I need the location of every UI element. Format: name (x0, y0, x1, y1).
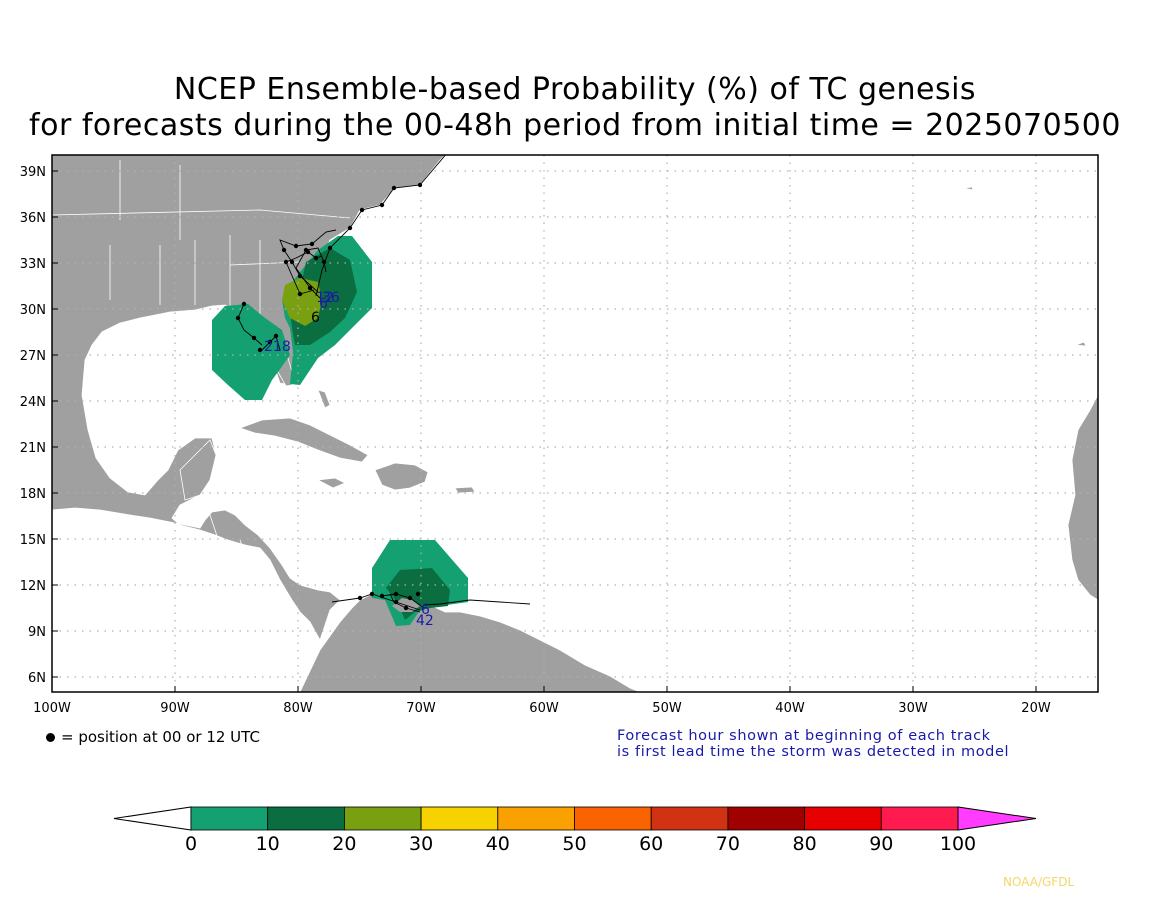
colorbar-segment (880, 806, 959, 831)
latitude-label: 33N (20, 257, 46, 272)
longitude-label: 90W (160, 701, 190, 716)
forecast-note-line1: Forecast hour shown at beginning of each… (617, 728, 991, 744)
map-frame (51, 154, 1099, 693)
colorbar-segment (804, 806, 882, 831)
longitude-label: 50W (652, 701, 682, 716)
land-canary (1075, 341, 1087, 347)
latitude-label: 27N (20, 349, 46, 364)
storm-label: 6 (319, 296, 328, 312)
land-hispaniola (374, 462, 429, 491)
colorbar: 0 10 20 30 40 50 60 70 80 90 100 (113, 806, 1037, 855)
position-legend-text: = position at 00 or 12 UTC (61, 728, 260, 746)
track-line (389, 593, 421, 613)
colorbar-segment (574, 806, 652, 831)
latitude-label: 9N (28, 625, 46, 640)
land-jamaica (316, 477, 346, 489)
land-bermuda (963, 186, 974, 191)
colorbar-segment (650, 806, 729, 831)
land-cuba (238, 417, 369, 463)
latitude-label: 18N (20, 487, 46, 502)
colorbar-label: 0 (185, 833, 197, 855)
colorbar-segment (497, 806, 575, 831)
position-dot-icon (46, 733, 55, 742)
forecast-note-line2: is first lead time the storm was detecte… (617, 744, 1010, 760)
storm-label: 218 (264, 339, 291, 355)
land-bahamas (317, 389, 331, 409)
storm-label: 12 (316, 290, 334, 306)
chart-title: NCEP Ensemble-based Probability (%) of T… (173, 72, 977, 107)
track-line (279, 229, 337, 293)
storm-labels: 6 12 36 6 218 6 42 (264, 290, 434, 629)
track-line (261, 335, 281, 351)
latitude-label: 39N (20, 165, 46, 180)
colorbar-label: 100 (940, 833, 976, 855)
track-line (237, 303, 263, 346)
track-line (381, 593, 425, 609)
prob-region-gulf (212, 304, 290, 400)
land-south-america (299, 593, 641, 692)
colorbar-label: 90 (869, 833, 893, 855)
axis-ticks (51, 170, 1037, 692)
colorbar-segment (420, 806, 499, 831)
longitude-label: 40W (775, 701, 805, 716)
longitude-label: 60W (529, 701, 559, 716)
latitude-label: 15N (20, 533, 46, 548)
longitude-label: 80W (283, 701, 313, 716)
colorbar-label: 70 (716, 833, 740, 855)
colorbar-label: 50 (562, 833, 586, 855)
storm-label: 42 (416, 613, 434, 629)
storm-label: 36 (322, 290, 340, 306)
longitude-label: 70W (406, 701, 436, 716)
colorbar-segment (267, 806, 345, 831)
latitude-label: 24N (20, 395, 46, 410)
latitude-label: 21N (20, 441, 46, 456)
landmass (52, 155, 1098, 692)
colorbar-over-arrow (957, 806, 1037, 831)
colorbar-segment (727, 806, 806, 831)
colorbar-label: 40 (486, 833, 510, 855)
colorbar-segment (190, 806, 269, 831)
position-legend: = position at 00 or 12 UTC (46, 728, 260, 746)
colorbar-label: 30 (409, 833, 433, 855)
longitude-labels: 100W 90W 80W 70W 60W 50W 40W 30W 20W (33, 701, 1051, 716)
chart-subtitle: for forecasts during the 00-48h period f… (29, 108, 1121, 143)
longitude-label: 100W (33, 701, 71, 716)
colorbar-label: 60 (639, 833, 663, 855)
longitude-label: 20W (1021, 701, 1051, 716)
latitude-labels: 39N 36N 33N 30N 27N 24N 21N 18N 15N 12N 9N 6N (20, 165, 46, 686)
colorbar-label: 20 (332, 833, 356, 855)
latitude-label: 30N (20, 303, 46, 318)
colorbar-label: 10 (256, 833, 280, 855)
latitude-label: 6N (28, 671, 46, 686)
latitude-label: 12N (20, 579, 46, 594)
boundaries (52, 160, 351, 591)
storm-label: 6 (311, 310, 320, 326)
colorbar-label: 80 (793, 833, 817, 855)
track-line (423, 599, 531, 606)
land-puerto-rico (454, 486, 476, 494)
colorbar-segment (343, 806, 422, 831)
land-yucatan (179, 439, 217, 501)
storm-label: 6 (421, 602, 430, 618)
colorbar-under-arrow (113, 806, 192, 831)
land-africa (1067, 394, 1098, 601)
latitude-label: 36N (20, 211, 46, 226)
storm-track-points (235, 182, 423, 611)
credit-text: NOAA/GFDL (1003, 875, 1075, 889)
longitude-label: 30W (898, 701, 928, 716)
